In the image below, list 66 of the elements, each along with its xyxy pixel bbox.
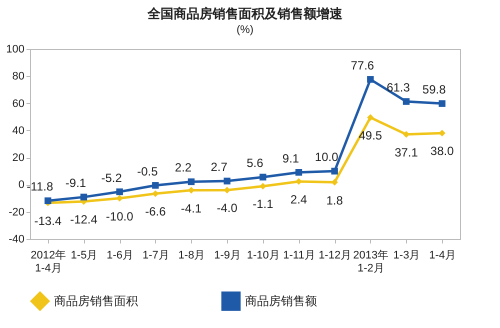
x-tick-label: 2012年 1-4月 bbox=[30, 250, 66, 274]
data-label: -0.5 bbox=[137, 164, 158, 178]
data-label: 1.8 bbox=[326, 193, 344, 208]
point bbox=[438, 100, 446, 107]
data-label: 38.0 bbox=[430, 144, 454, 158]
y-tick-label: 80 bbox=[12, 70, 24, 83]
y-tick-label: 60 bbox=[12, 98, 24, 110]
point bbox=[295, 169, 302, 176]
legend-label: 商品房销售额 bbox=[245, 294, 317, 308]
point bbox=[331, 168, 338, 174]
y-tick-label: -40 bbox=[8, 234, 24, 246]
data-label: 10.0 bbox=[314, 150, 339, 164]
x-tick-label: 1-3月 bbox=[393, 250, 420, 262]
data-label: -6.6 bbox=[145, 204, 166, 219]
point bbox=[402, 98, 410, 105]
point bbox=[152, 182, 159, 189]
point bbox=[188, 178, 195, 186]
y-tick-label: -20 bbox=[8, 206, 24, 218]
point bbox=[367, 114, 374, 121]
point bbox=[260, 174, 266, 180]
point bbox=[44, 197, 52, 204]
point bbox=[260, 182, 266, 190]
x-tick-label: 1-4月 bbox=[429, 250, 456, 262]
x-tick-label: 1-8月 bbox=[178, 250, 206, 262]
legend-label: 商品房销售面积 bbox=[54, 294, 138, 308]
chart-title: 全国商品房销售面积及销售额增速 bbox=[146, 6, 344, 21]
x-tick-label: 1-10月 bbox=[246, 250, 280, 262]
y-tick-label: 100 bbox=[6, 44, 24, 56]
point bbox=[116, 194, 123, 202]
y-tick-label: 40 bbox=[12, 124, 24, 137]
data-label: 2.4 bbox=[290, 192, 308, 206]
data-label: 2.2 bbox=[174, 160, 192, 175]
x-tick-label: 1-7月 bbox=[142, 250, 170, 262]
x-tick-label: 1-6月 bbox=[106, 250, 134, 262]
data-label: 37.1 bbox=[394, 145, 418, 160]
data-label: 61.3 bbox=[386, 80, 410, 95]
y-tick-label: 0 bbox=[18, 179, 24, 192]
point bbox=[80, 194, 88, 200]
data-label: -1.1 bbox=[252, 197, 274, 212]
data-label: 5.6 bbox=[246, 156, 264, 170]
data-label: -13.4 bbox=[34, 214, 62, 228]
point bbox=[152, 190, 159, 198]
x-tick-label: 1-5月 bbox=[70, 250, 98, 262]
data-label: -10.0 bbox=[106, 209, 134, 224]
data-label: -11.8 bbox=[26, 180, 54, 194]
data-label: -5.2 bbox=[101, 170, 122, 185]
data-label: -12.4 bbox=[70, 212, 98, 227]
point bbox=[224, 178, 230, 184]
data-label: 77.6 bbox=[350, 58, 374, 72]
data-label: -4.0 bbox=[216, 201, 238, 216]
data-label: 59.8 bbox=[422, 82, 446, 97]
data-label: 2.7 bbox=[210, 160, 228, 174]
x-tick-label: 1-12月 bbox=[318, 250, 352, 262]
point bbox=[367, 76, 374, 83]
point bbox=[331, 178, 338, 186]
data-label: -4.1 bbox=[180, 201, 202, 216]
y-tick-label: 20 bbox=[12, 152, 24, 164]
point bbox=[116, 188, 123, 196]
x-tick-label: 1-11月 bbox=[283, 250, 316, 262]
point bbox=[224, 186, 230, 194]
point bbox=[438, 130, 446, 136]
y-axis-title: (%) bbox=[236, 24, 254, 36]
data-label: 9.1 bbox=[282, 151, 300, 166]
x-tick-label: 1-9月 bbox=[214, 250, 242, 262]
x-tick-label: 2013年 1-2月 bbox=[353, 250, 389, 274]
data-label: -9.1 bbox=[65, 176, 86, 190]
